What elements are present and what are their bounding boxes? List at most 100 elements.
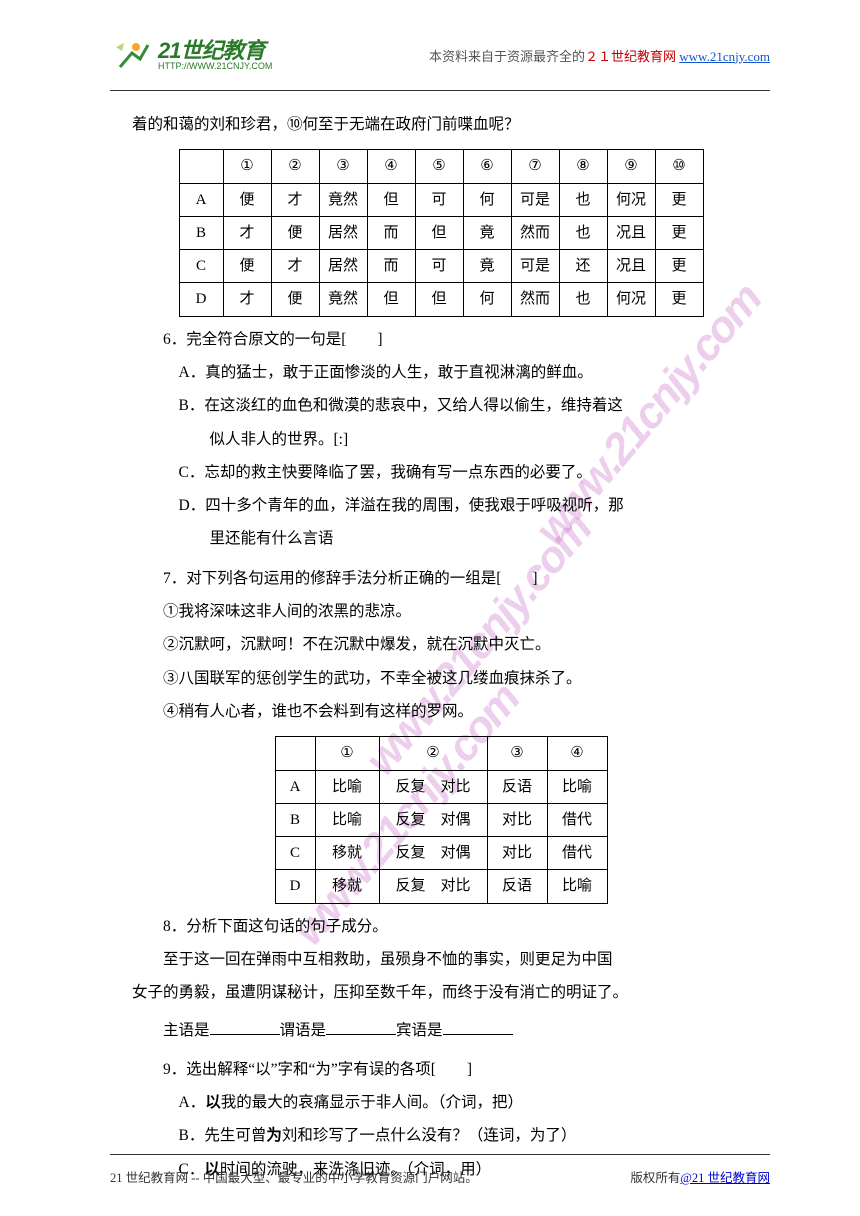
table-cell: 更 <box>655 283 703 316</box>
q7-sentence-1: ①我将深味这非人间的浓黑的悲凉。 <box>132 595 750 628</box>
q6-option-c: C．忘却的救主快要降临了罢，我确有写一点东西的必要了。 <box>132 456 750 489</box>
table-cell: 比喻 <box>547 870 607 903</box>
table-header-cell: ⑥ <box>463 150 511 183</box>
table-cell: 居然 <box>319 250 367 283</box>
footer-copyright-link[interactable]: @21 世纪教育网 <box>680 1171 770 1185</box>
table-cell: 比喻 <box>315 770 379 803</box>
table-cell: 反复 对比 <box>379 870 487 903</box>
question-6: 6．完全符合原文的一句是[ ] <box>132 323 750 356</box>
source-brand: ２１世纪教育网 <box>585 49 676 64</box>
table-cell: C <box>275 837 315 870</box>
table-header-cell: ⑦ <box>511 150 559 183</box>
table-cell: 比喻 <box>315 803 379 836</box>
q8-body-line1: 至于这一回在弹雨中互相救助，虽殒身不恤的事实，则更足为中国 <box>132 943 750 976</box>
q6-option-b-line1: B．在这淡红的血色和微漠的悲哀中，又给人得以偷生，维持着这 <box>132 389 750 422</box>
table-cell: 但 <box>415 283 463 316</box>
table-row: A便才竟然但可何可是也何况更 <box>179 183 703 216</box>
source-url-link[interactable]: www.21cnjy.com <box>679 49 770 64</box>
source-prefix: 本资料来自于资源最齐全的 <box>429 49 585 64</box>
q6-option-d-line1: D．四十多个青年的血，洋溢在我的周围，使我艰于呼吸视听，那 <box>132 489 750 522</box>
table-header-cell <box>179 150 223 183</box>
table-cell: 更 <box>655 183 703 216</box>
table-cell: D <box>275 870 315 903</box>
table-cell: 对比 <box>487 803 547 836</box>
q9-option-a: A．以我的最大的哀痛显示于非人间。（介词，把） <box>132 1086 750 1119</box>
table-cell: 借代 <box>547 803 607 836</box>
table-row: C便才居然而可竟可是还况且更 <box>179 250 703 283</box>
table-header-cell: ③ <box>319 150 367 183</box>
table-cell: 便 <box>223 183 271 216</box>
blank-subject[interactable] <box>210 1021 280 1035</box>
table-cell: 而 <box>367 216 415 249</box>
table-header-cell: ④ <box>367 150 415 183</box>
table-header-cell: ② <box>271 150 319 183</box>
q9-option-b: B．先生可曾为刘和珍写了一点什么没有？（连词，为了） <box>132 1119 750 1152</box>
table-header-cell: ⑧ <box>559 150 607 183</box>
table-header-cell: ⑨ <box>607 150 655 183</box>
table-header-cell: ① <box>223 150 271 183</box>
table-cell: B <box>179 216 223 249</box>
site-logo: 21世纪教育 HTTP://WWW.21CNJY.COM <box>110 33 272 77</box>
table-cell: 比喻 <box>547 770 607 803</box>
table-header-cell: ① <box>315 737 379 770</box>
table-cell: 才 <box>271 250 319 283</box>
answer-table-1: ①②③④⑤⑥⑦⑧⑨⑩A便才竟然但可何可是也何况更B才便居然而但竟然而也况且更C便… <box>179 149 704 316</box>
table-cell: 但 <box>367 283 415 316</box>
table-cell: 但 <box>415 216 463 249</box>
table-cell: 反复 对比 <box>379 770 487 803</box>
table-header-cell: ⑤ <box>415 150 463 183</box>
table-cell: 更 <box>655 250 703 283</box>
table-header-cell: ③ <box>487 737 547 770</box>
q6-option-b-line2: 似人非人的世界。[:] <box>132 423 750 456</box>
footer-left: 21 世纪教育网 -- 中国最大型、最专业的中小学教育资源门户网站。 <box>110 1167 478 1186</box>
table-row: C移就反复 对偶对比借代 <box>275 837 607 870</box>
page-footer: 21 世纪教育网 -- 中国最大型、最专业的中小学教育资源门户网站。 版权所有@… <box>110 1154 770 1186</box>
question-9: 9．选出解释“以”字和“为”字有误的各项[ ] <box>132 1053 750 1086</box>
q8-body-line2: 女子的勇毅，虽遭阴谋秘计，压抑至数千年，而终于没有消亡的明证了。 <box>132 976 750 1009</box>
logo-subtitle: HTTP://WWW.21CNJY.COM <box>158 62 272 71</box>
q6-option-a: A．真的猛士，敢于正面惨淡的人生，敢于直视淋漓的鲜血。 <box>132 356 750 389</box>
table-cell: A <box>275 770 315 803</box>
table-cell: 然而 <box>511 283 559 316</box>
table-header-cell <box>275 737 315 770</box>
table-header-cell: ② <box>379 737 487 770</box>
blank-predicate[interactable] <box>326 1021 396 1035</box>
table-cell: 可 <box>415 250 463 283</box>
table-cell: 便 <box>271 216 319 249</box>
logo-runner-icon <box>110 33 154 77</box>
table-cell: 竟 <box>463 216 511 249</box>
table-cell: 反语 <box>487 870 547 903</box>
document-body: 着的和蔼的刘和珍君，⑩何至于无端在政府门前喋血呢？ ①②③④⑤⑥⑦⑧⑨⑩A便才竟… <box>132 108 750 1186</box>
table-cell: 反复 对偶 <box>379 803 487 836</box>
table-cell: 反语 <box>487 770 547 803</box>
table-row: B才便居然而但竟然而也况且更 <box>179 216 703 249</box>
logo-title: 21世纪教育 <box>158 40 272 62</box>
q7-sentence-2: ②沉默呵，沉默呵！不在沉默中爆发，就在沉默中灭亡。 <box>132 628 750 661</box>
header-source-note: 本资料来自于资源最齐全的２１世纪教育网 www.21cnjy.com <box>429 46 770 65</box>
table-cell: 更 <box>655 216 703 249</box>
table-cell: 便 <box>223 250 271 283</box>
table-cell: 而 <box>367 250 415 283</box>
table-cell: 还 <box>559 250 607 283</box>
table-cell: 移就 <box>315 870 379 903</box>
table-cell: 何况 <box>607 283 655 316</box>
table-row: D才便竟然但但何然而也何况更 <box>179 283 703 316</box>
q8-fill-line: 主语是谓语是宾语是 <box>132 1014 750 1047</box>
table-cell: 竟然 <box>319 183 367 216</box>
table-cell: 才 <box>223 216 271 249</box>
table-row: D移就反复 对比反语比喻 <box>275 870 607 903</box>
answer-table-2: ①②③④A比喻反复 对比反语比喻B比喻反复 对偶对比借代C移就反复 对偶对比借代… <box>275 736 608 903</box>
table-cell: 况且 <box>607 250 655 283</box>
table-cell: 然而 <box>511 216 559 249</box>
blank-object[interactable] <box>443 1021 513 1035</box>
header-rule <box>110 90 770 91</box>
table-cell: 可是 <box>511 183 559 216</box>
table-cell: A <box>179 183 223 216</box>
table-cell: 也 <box>559 183 607 216</box>
table-cell: 借代 <box>547 837 607 870</box>
fill-label-subject: 主语是 <box>163 1022 210 1039</box>
table-cell: 反复 对偶 <box>379 837 487 870</box>
table-cell: 才 <box>271 183 319 216</box>
q7-sentence-4: ④稍有人心者，谁也不会料到有这样的罗网。 <box>132 695 750 728</box>
table-cell: 移就 <box>315 837 379 870</box>
